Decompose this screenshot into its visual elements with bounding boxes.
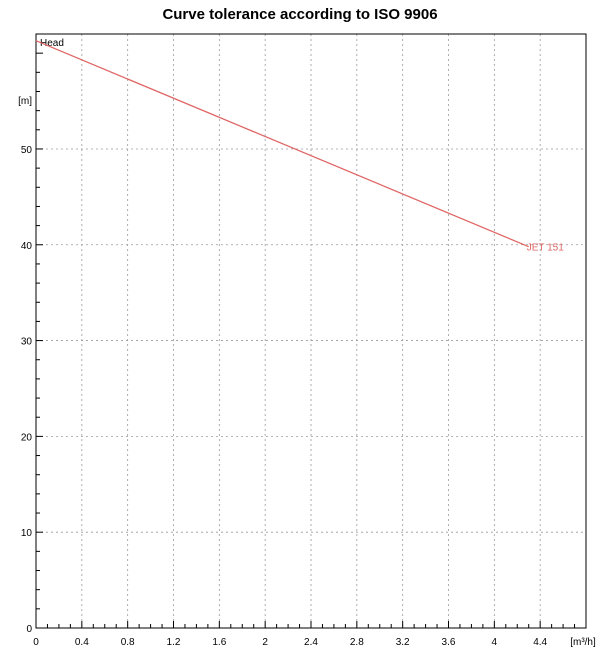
grid: [36, 34, 586, 628]
y-tick-label: 20: [21, 432, 33, 443]
chart-title: Curve tolerance according to ISO 9906: [162, 6, 438, 23]
x-tick-label: 2.4: [304, 637, 318, 648]
x-tick-label: 3.2: [396, 637, 410, 648]
x-tick-label: 2.8: [350, 637, 364, 648]
y-tick-label: 10: [21, 528, 33, 539]
y-tick-label: 30: [21, 337, 33, 348]
x-tick-label: 2: [262, 637, 268, 648]
x-tick-label: 4.4: [533, 637, 547, 648]
x-tick-label: 3.6: [442, 637, 456, 648]
series: JET 151: [35, 40, 564, 254]
x-tick-label: 0.4: [75, 637, 89, 648]
y-tick-label: 0: [26, 624, 32, 635]
x-tick-label: 0: [33, 637, 39, 648]
x-tick-label: 1.6: [212, 637, 226, 648]
y-tick-label: 50: [21, 145, 33, 156]
x-tick-label: 1.2: [167, 637, 181, 648]
axis-ticks: 0 0.4 0.8 1.2 1.6 2 2.4 2.8 3.2 3.6 4 4.4 0 10 20 30 40 5…: [21, 33, 587, 648]
series-label: JET 151: [527, 243, 564, 254]
y-axis-label: Head: [40, 38, 64, 49]
y-tick-label: 40: [21, 241, 33, 252]
x-tick-label: 0.8: [121, 637, 135, 648]
axis-labels: Head [m] [m³/h]: [18, 38, 596, 648]
x-axis-unit: [m³/h]: [570, 637, 596, 648]
x-tick-label: 4: [492, 637, 498, 648]
y-axis-unit: [m]: [18, 96, 32, 107]
series-line: [35, 40, 529, 248]
